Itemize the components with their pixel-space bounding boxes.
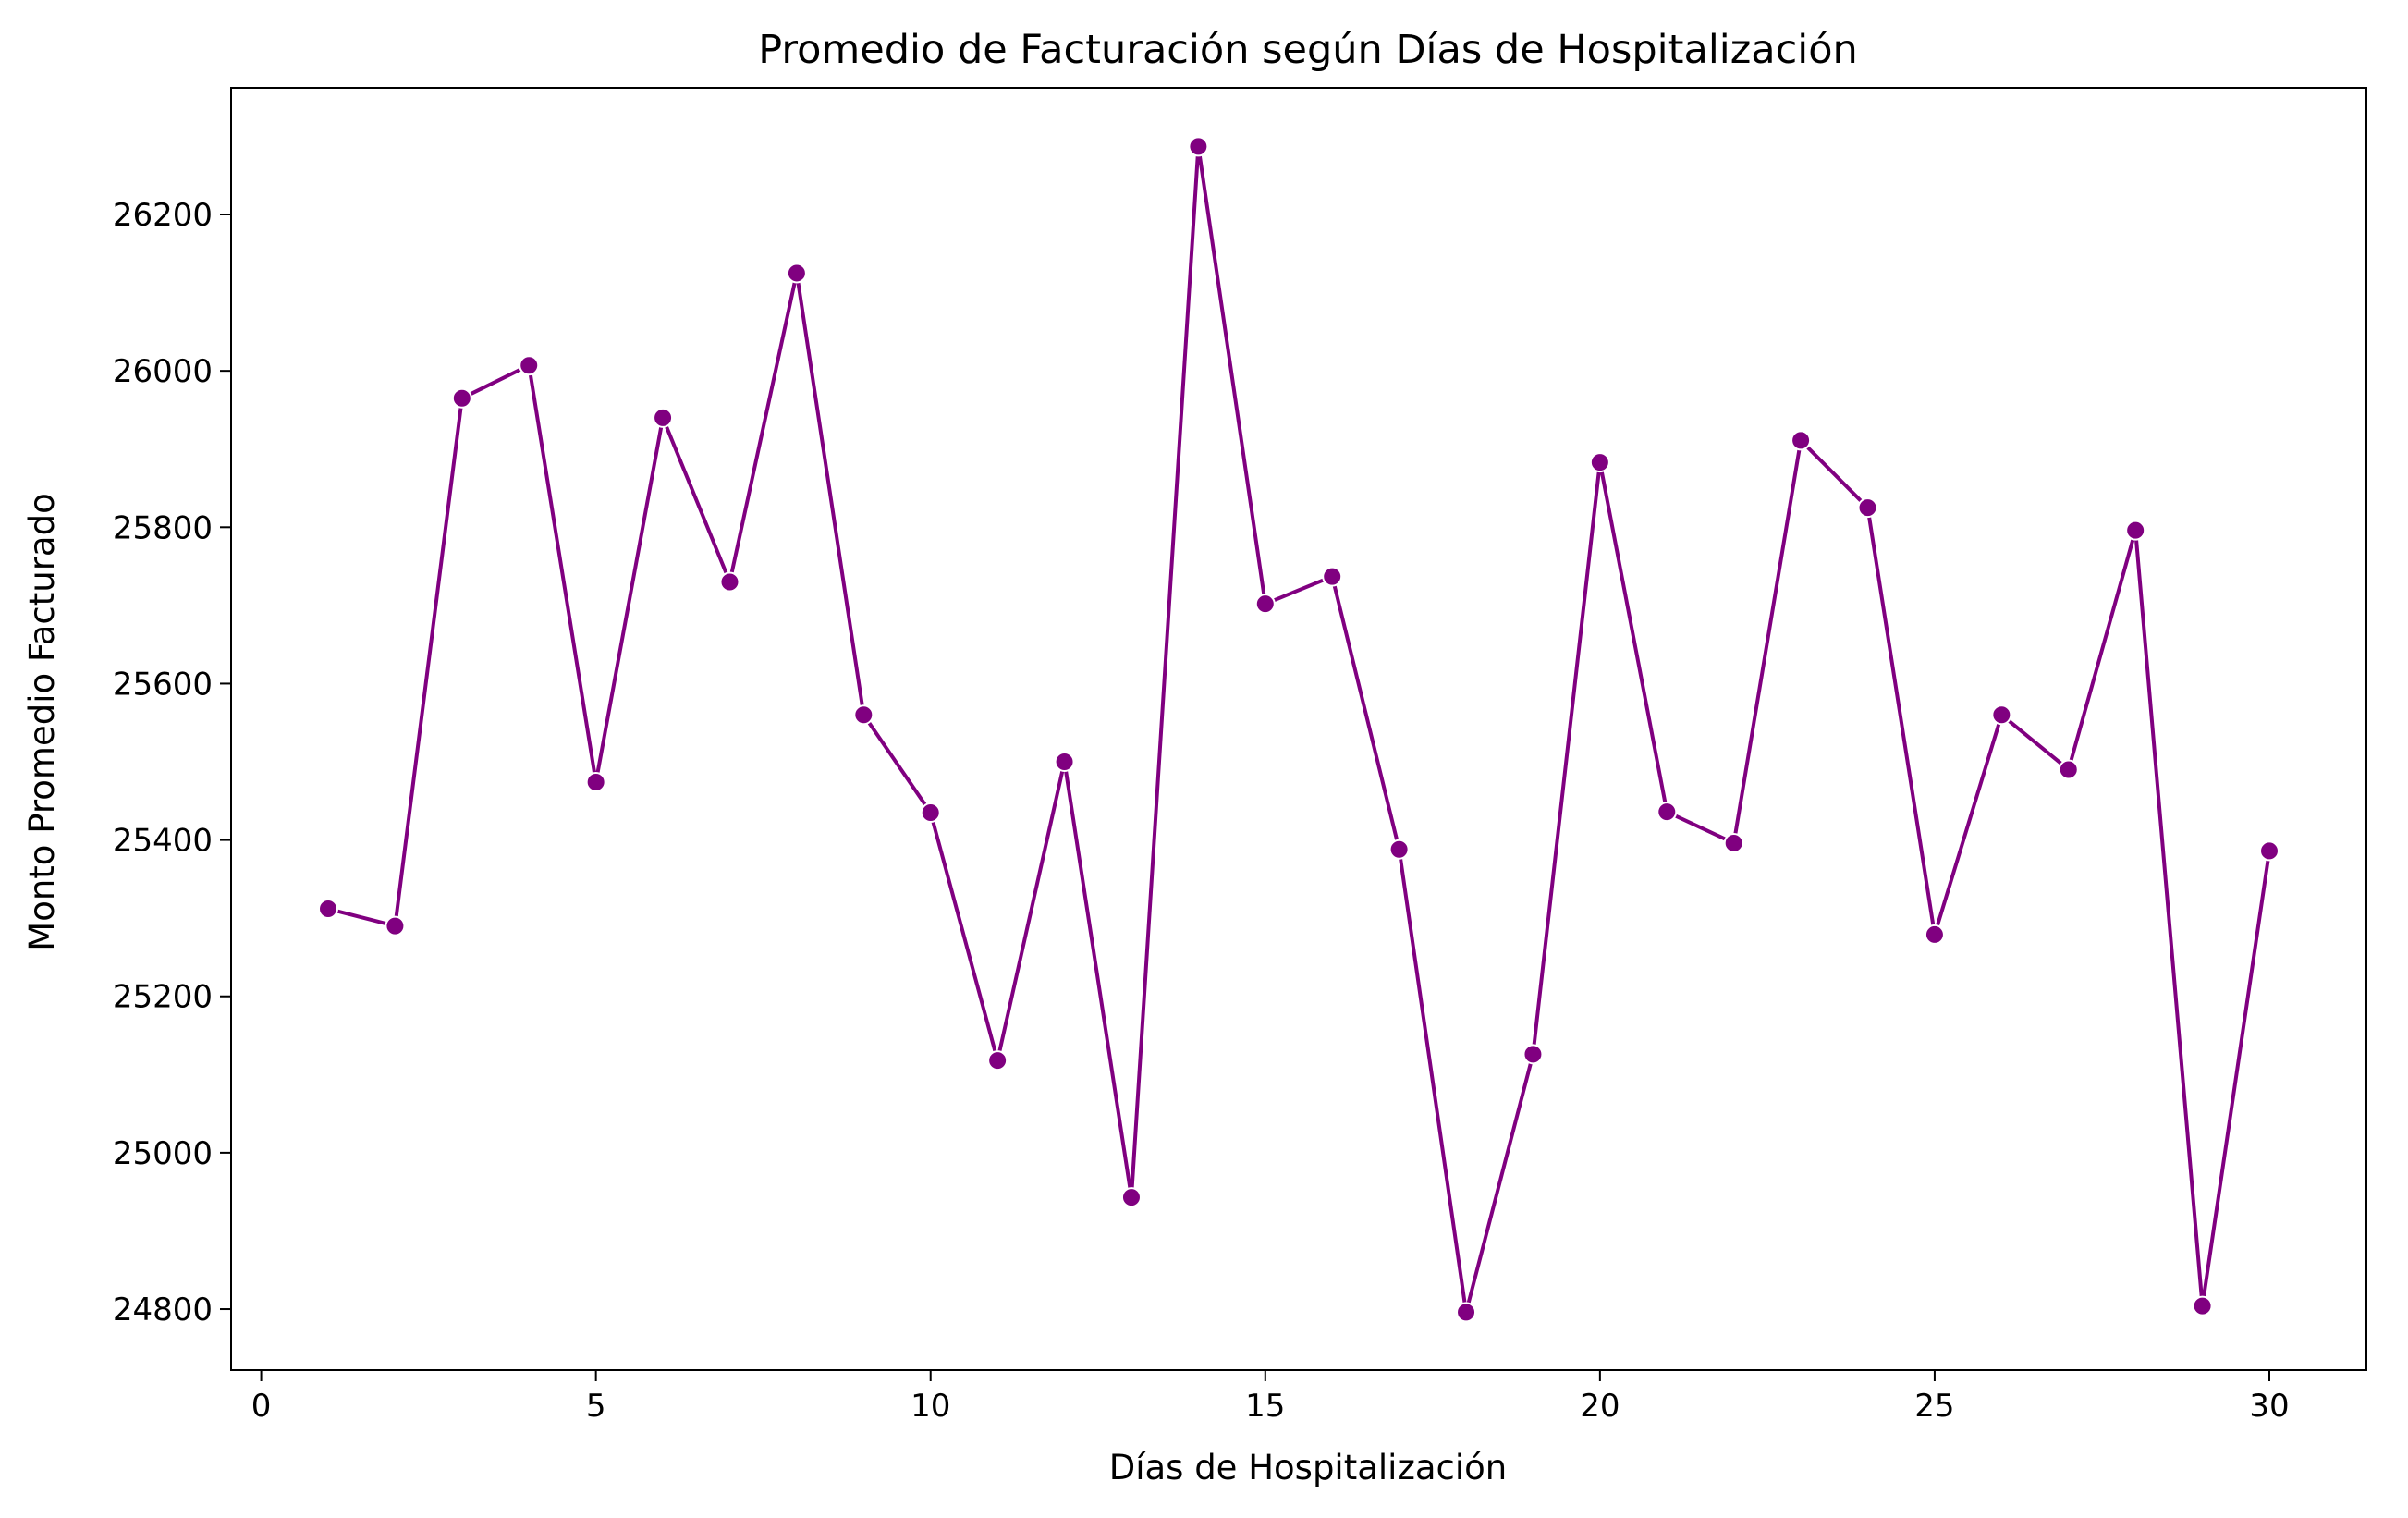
x-tick-label: 0 [251,1388,272,1425]
chart-title: Promedio de Facturación según Días de Ho… [758,27,1858,73]
data-point [1522,1044,1544,1065]
data-point [1388,839,1410,860]
data-point [385,915,406,937]
y-tick-label: 25600 [113,666,213,703]
data-point [2259,840,2280,862]
data-point [2125,520,2146,541]
data-point [318,899,338,920]
data-point [1120,1187,1142,1208]
y-tick-label: 25200 [113,979,213,1016]
x-tick-label: 5 [586,1388,606,1425]
data-point [1322,566,1343,587]
data-point [1054,752,1075,773]
x-tick-label: 15 [1245,1388,1285,1425]
data-point [1254,594,1276,615]
data-point [1857,497,1878,519]
axes-frame [230,87,2367,1371]
x-tick-label: 25 [1914,1388,1954,1425]
data-point [2058,759,2079,780]
y-tick-label: 25800 [113,509,213,546]
plot-area: 0 5 10 15 20 25 30 24800 25000 25200 25400 25600 258… [113,87,2367,1425]
data-point [1188,136,1209,157]
data-point [1456,1302,1477,1323]
data-point [1723,832,1744,853]
data-point [1791,430,1812,451]
x-tick-label: 20 [1580,1388,1620,1425]
data-point [451,387,472,409]
data-point [585,772,606,793]
x-tick-label: 30 [2249,1388,2289,1425]
x-axis-label: Días de Hospitalización [1109,1448,1508,1487]
data-point [987,1050,1008,1071]
data-point [653,407,674,428]
y-tick-label: 25400 [113,823,213,860]
data-point [920,802,941,823]
y-tick-label: 26000 [113,353,213,390]
data-point [719,571,740,593]
y-tick-label: 26200 [113,197,213,234]
y-tick-label: 25000 [113,1135,213,1172]
data-point [1991,704,2012,726]
data-point [786,263,807,284]
series-line [327,144,2271,1315]
data-point [519,355,540,376]
x-tick-label: 10 [911,1388,950,1425]
y-tick-label: 24800 [113,1292,213,1328]
data-point [1924,924,1945,945]
data-point [1589,452,1610,473]
data-point [853,704,874,726]
y-axis-label: Monto Promedio Facturado [22,493,62,950]
data-point [2192,1295,2213,1316]
data-point [1656,802,1678,823]
